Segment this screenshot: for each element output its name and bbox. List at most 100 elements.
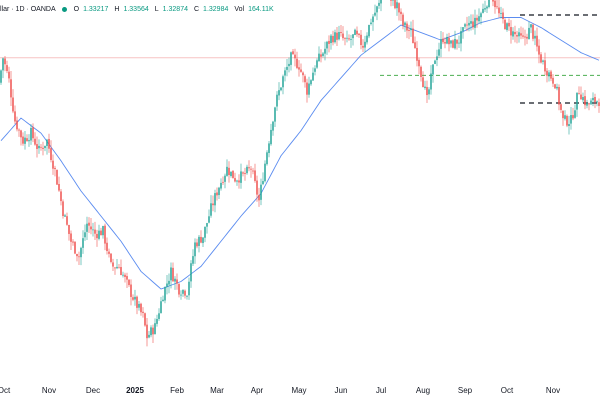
candle — [464, 22, 466, 29]
candle — [200, 230, 202, 244]
candle — [260, 178, 262, 206]
candle — [518, 28, 520, 43]
candle — [64, 213, 66, 217]
candle — [268, 140, 270, 158]
candle — [290, 51, 292, 71]
candle — [410, 21, 412, 37]
candle — [242, 171, 244, 177]
candle — [78, 251, 80, 266]
candle — [304, 74, 306, 88]
candle — [228, 161, 230, 183]
candle — [190, 260, 192, 288]
candle — [88, 217, 90, 233]
candle — [4, 56, 6, 72]
candle — [406, 21, 408, 39]
candle — [554, 83, 556, 89]
candle — [460, 26, 462, 52]
candle — [340, 24, 342, 37]
candle — [394, 0, 396, 10]
candle — [574, 104, 576, 119]
candle — [204, 226, 206, 243]
candle — [50, 140, 52, 163]
candle — [222, 176, 224, 185]
candle — [486, 5, 488, 14]
x-tick-label: Jul — [375, 386, 387, 395]
candle — [234, 172, 236, 183]
candle — [436, 49, 438, 67]
candle — [596, 100, 598, 107]
candle — [252, 167, 254, 175]
candle — [256, 175, 258, 202]
candle — [426, 80, 428, 104]
candle — [428, 87, 430, 100]
candle — [40, 144, 42, 151]
candle — [92, 222, 94, 237]
candle — [492, 0, 494, 7]
candle — [108, 248, 110, 258]
x-tick-label: Nov — [545, 386, 561, 395]
candle — [254, 163, 256, 183]
candle — [578, 86, 580, 95]
candle — [56, 169, 58, 185]
candle — [116, 258, 118, 270]
candle — [44, 145, 46, 152]
candle — [482, 3, 484, 14]
candle — [184, 289, 186, 299]
candle — [480, 11, 482, 25]
candle — [90, 217, 92, 235]
candle — [224, 173, 226, 189]
candle — [478, 8, 480, 24]
moving-average-layer — [0, 17, 600, 290]
candle — [558, 84, 560, 111]
candle — [508, 18, 510, 31]
candle — [368, 24, 370, 39]
symbol-label[interactable]: llar · 1D · OANDA — [0, 5, 56, 13]
candle — [210, 195, 212, 218]
candle — [526, 33, 528, 45]
candle — [8, 66, 10, 83]
candle — [298, 60, 300, 77]
candle — [584, 89, 586, 110]
candle — [330, 33, 332, 50]
candle — [22, 132, 24, 146]
candle — [372, 14, 374, 31]
candle — [484, 0, 486, 12]
candle — [136, 295, 138, 315]
candle — [580, 86, 582, 100]
candle — [36, 136, 38, 158]
high-key: H — [114, 5, 120, 13]
candle — [440, 31, 442, 58]
candle — [170, 262, 172, 289]
candle — [402, 12, 404, 30]
candle — [432, 64, 434, 83]
candle — [416, 41, 418, 67]
candle — [366, 32, 368, 45]
candle — [360, 29, 362, 50]
candle — [196, 238, 198, 249]
candle — [76, 253, 78, 262]
candle — [516, 30, 518, 44]
candle — [106, 237, 108, 255]
open-key: O — [73, 5, 80, 13]
x-tick-label: Feb — [170, 386, 184, 395]
candle — [18, 128, 20, 137]
candle — [534, 30, 536, 46]
candle — [296, 51, 298, 70]
candle — [550, 69, 552, 82]
high-value: 1.33564 — [123, 5, 149, 13]
candle — [350, 34, 352, 48]
candle — [66, 212, 68, 226]
candle — [164, 286, 166, 304]
candle — [12, 89, 14, 114]
candle — [188, 277, 190, 300]
candle — [158, 308, 160, 321]
candle — [542, 59, 544, 65]
candle — [86, 216, 88, 240]
candle — [246, 164, 248, 175]
candle — [568, 115, 570, 135]
candle — [216, 187, 218, 201]
candle — [302, 71, 304, 83]
candle — [544, 52, 546, 76]
